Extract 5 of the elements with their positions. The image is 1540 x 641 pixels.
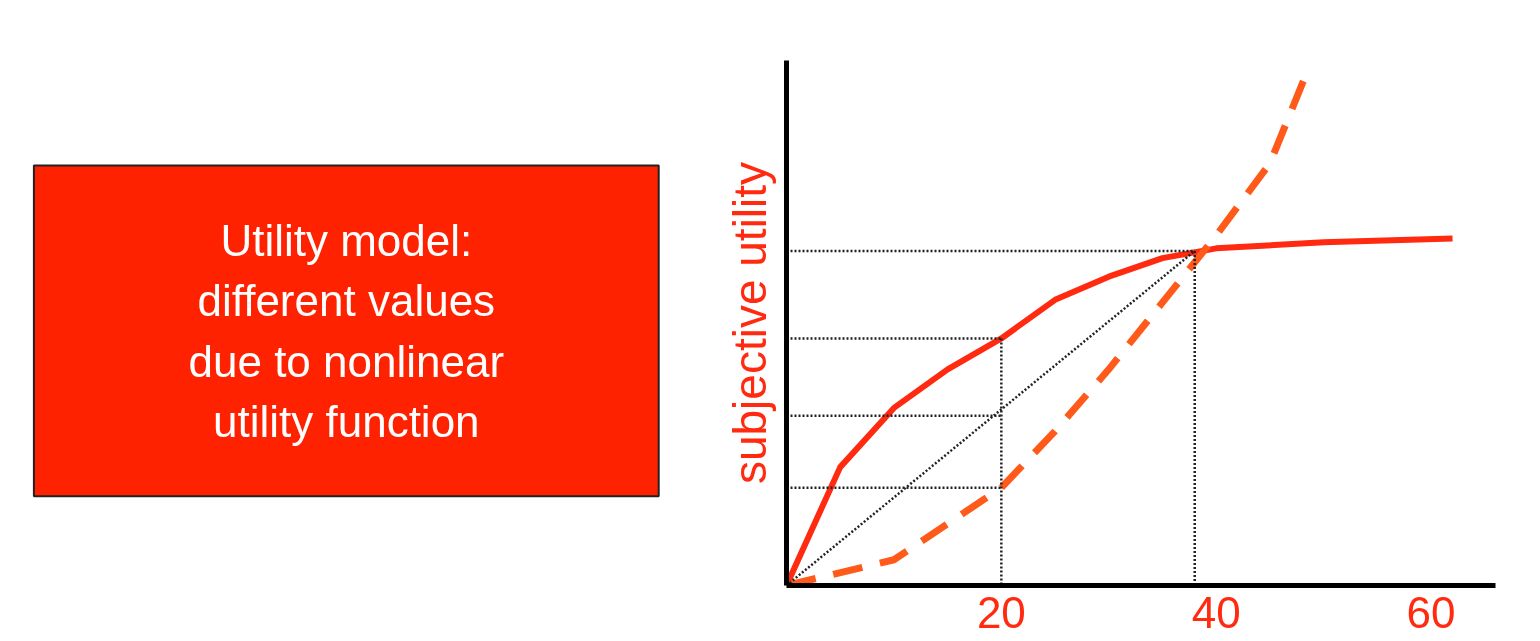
x-tick-label: 40 bbox=[1191, 587, 1241, 637]
text: Utility model: different values due to nonlinear utility function bbox=[188, 215, 505, 446]
x-tick-label: 60 bbox=[1406, 587, 1456, 637]
x-tick-label: 20 bbox=[976, 587, 1026, 637]
y-axis-title: subjective utility bbox=[723, 161, 776, 485]
